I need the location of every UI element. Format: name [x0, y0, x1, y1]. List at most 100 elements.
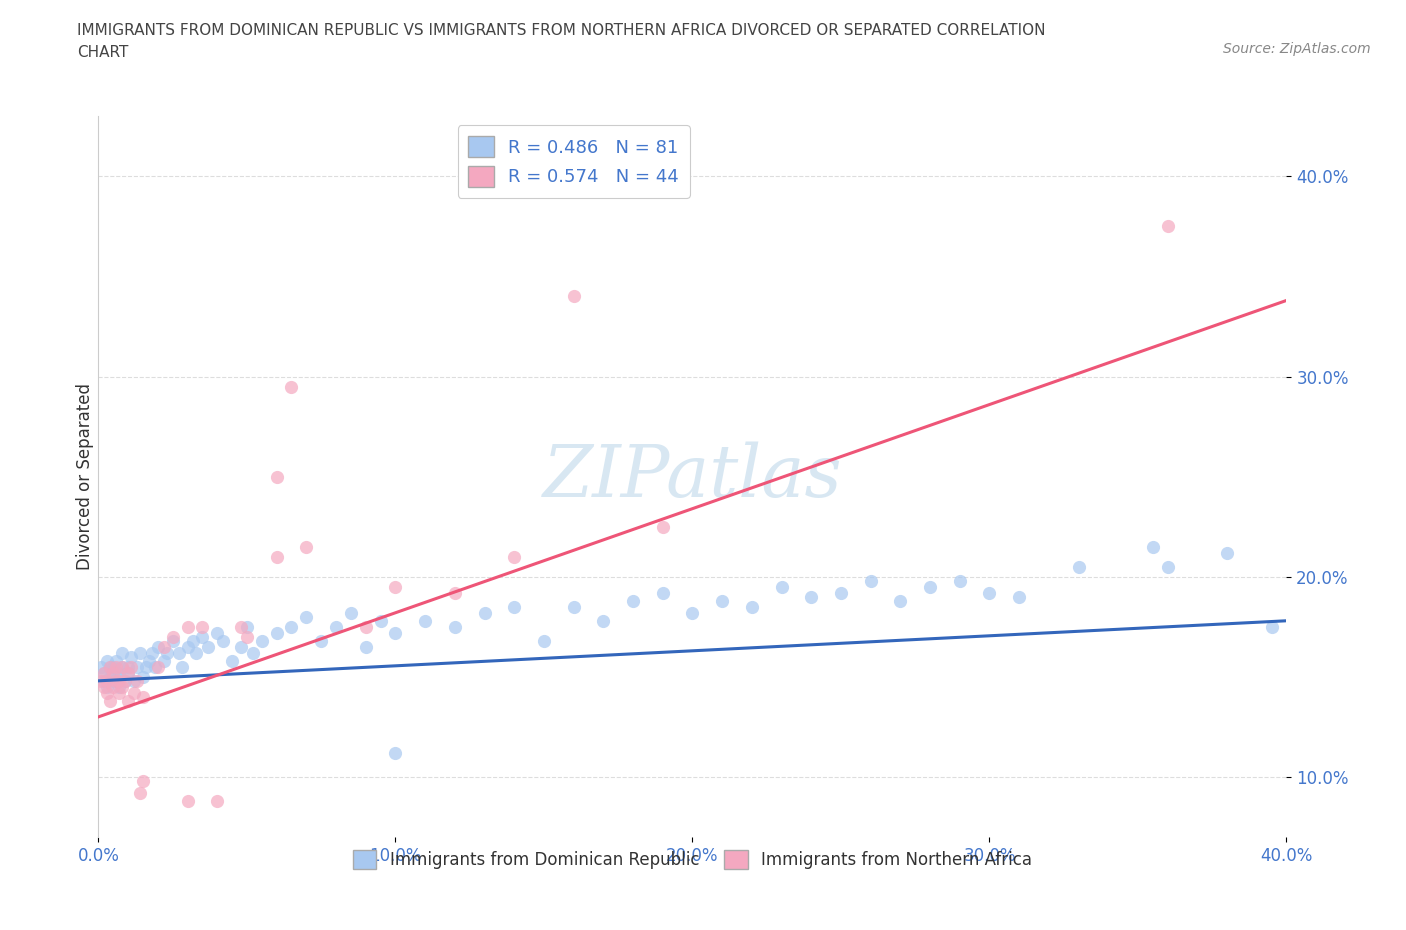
Point	[191, 630, 214, 644]
Point	[135, 659, 157, 674]
Point	[105, 659, 128, 674]
Point	[96, 673, 118, 688]
Point	[108, 673, 131, 688]
Point	[96, 685, 118, 700]
Point	[117, 665, 139, 680]
Point	[162, 633, 184, 648]
Point	[266, 550, 288, 565]
Point	[138, 654, 160, 669]
Point	[325, 619, 347, 634]
Point	[103, 680, 125, 695]
Point	[129, 786, 152, 801]
Point	[120, 659, 142, 674]
Point	[1156, 219, 1178, 233]
Legend: Immigrants from Dominican Republic, Immigrants from Northern Africa: Immigrants from Dominican Republic, Immi…	[346, 843, 1039, 875]
Point	[651, 519, 673, 534]
Point	[186, 645, 208, 660]
Point	[125, 673, 148, 688]
Point	[114, 673, 136, 688]
Point	[129, 645, 152, 660]
Point	[370, 614, 392, 629]
Point	[280, 619, 302, 634]
Point	[117, 659, 139, 674]
Point	[280, 379, 302, 394]
Point	[236, 630, 259, 644]
Point	[741, 599, 763, 614]
Point	[111, 659, 134, 674]
Text: Source: ZipAtlas.com: Source: ZipAtlas.com	[1223, 42, 1371, 56]
Point	[117, 694, 139, 709]
Point	[621, 593, 644, 608]
Point	[132, 670, 155, 684]
Point	[176, 619, 198, 634]
Point	[105, 673, 128, 688]
Point	[711, 593, 734, 608]
Point	[1008, 590, 1031, 604]
Point	[90, 673, 112, 688]
Point	[105, 654, 128, 669]
Point	[340, 605, 363, 620]
Point	[205, 625, 228, 640]
Point	[108, 685, 131, 700]
Point	[98, 670, 121, 684]
Point	[830, 585, 852, 600]
Point	[354, 639, 377, 654]
Point	[205, 793, 228, 808]
Point	[152, 654, 174, 669]
Point	[1216, 545, 1239, 560]
Point	[117, 665, 139, 680]
Point	[384, 746, 406, 761]
Text: ZIPatlas: ZIPatlas	[543, 442, 842, 512]
Point	[1142, 539, 1164, 554]
Point	[503, 599, 526, 614]
Point	[132, 689, 155, 704]
Point	[108, 665, 131, 680]
Point	[191, 619, 214, 634]
Point	[681, 605, 703, 620]
Point	[859, 573, 882, 588]
Point	[949, 573, 972, 588]
Point	[443, 619, 465, 634]
Point	[1156, 559, 1178, 574]
Point	[562, 599, 585, 614]
Point	[146, 659, 169, 674]
Point	[122, 673, 145, 688]
Point	[183, 633, 205, 648]
Point	[103, 673, 125, 688]
Point	[229, 639, 252, 654]
Point	[354, 619, 377, 634]
Point	[114, 673, 136, 688]
Point	[212, 633, 235, 648]
Point	[103, 665, 125, 680]
Text: CHART: CHART	[77, 45, 129, 60]
Point	[120, 649, 142, 664]
Point	[98, 694, 121, 709]
Point	[309, 633, 332, 648]
Point	[236, 619, 259, 634]
Point	[96, 654, 118, 669]
Point	[96, 680, 118, 695]
Point	[167, 645, 190, 660]
Point	[221, 654, 243, 669]
Point	[384, 625, 406, 640]
Point	[156, 645, 179, 660]
Point	[93, 665, 115, 680]
Point	[920, 579, 942, 594]
Point	[266, 470, 288, 485]
Point	[474, 605, 496, 620]
Point	[98, 659, 121, 674]
Point	[103, 659, 125, 674]
Point	[384, 579, 406, 594]
Point	[197, 639, 219, 654]
Point	[242, 645, 264, 660]
Point	[533, 633, 555, 648]
Point	[141, 645, 163, 660]
Point	[413, 614, 436, 629]
Point	[1260, 619, 1282, 634]
Point	[143, 659, 166, 674]
Point	[443, 585, 465, 600]
Point	[503, 550, 526, 565]
Point	[93, 673, 115, 688]
Point	[295, 609, 318, 624]
Point	[125, 659, 148, 674]
